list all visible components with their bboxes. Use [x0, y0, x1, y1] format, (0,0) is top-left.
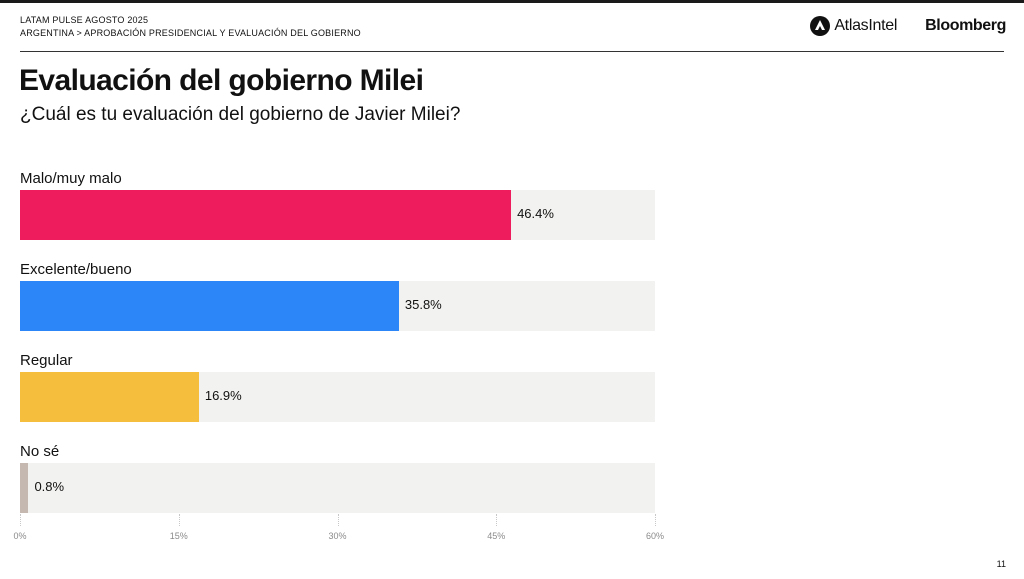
top-border — [0, 0, 1024, 3]
x-tick-label: 45% — [487, 531, 506, 541]
bar — [20, 190, 512, 240]
report-series-label: LATAM PULSE AGOSTO 2025 — [20, 15, 149, 25]
bar — [20, 281, 399, 331]
report-breadcrumb: ARGENTINA > APROBACIÓN PRESIDENCIAL Y EV… — [20, 28, 361, 38]
bar-track: 0.8% — [20, 463, 655, 513]
axis-tick-mark — [496, 514, 498, 526]
atlasintel-wordmark: AtlasIntel — [834, 17, 898, 34]
axis-tick-mark — [655, 514, 657, 526]
bar-track: 16.9% — [20, 372, 655, 422]
bar-track: 35.8% — [20, 281, 655, 331]
x-tick-label: 15% — [169, 531, 188, 541]
bar — [20, 463, 29, 513]
value-label: 35.8% — [404, 297, 442, 312]
axis-tick-mark — [20, 514, 22, 526]
x-tick-label: 60% — [645, 531, 665, 541]
report-header: LATAM PULSE AGOSTO 2025 ARGENTINA > APRO… — [20, 14, 361, 40]
category-label: Excelente/bueno — [20, 261, 132, 278]
brand-logos: AtlasIntel Bloomberg — [810, 16, 1006, 36]
category-label: Regular — [20, 352, 73, 369]
category-label: Malo/muy malo — [20, 170, 122, 187]
page-number: 11 — [996, 559, 1006, 569]
x-tick-label: 30% — [328, 531, 347, 541]
bloomberg-logo: Bloomberg — [925, 17, 1006, 34]
atlasintel-logo: AtlasIntel — [810, 16, 897, 36]
bar-track: 46.4% — [20, 190, 655, 240]
category-label: No sé — [20, 443, 60, 460]
header-divider — [20, 51, 1004, 52]
bar — [20, 372, 199, 422]
value-label: 0.8% — [34, 479, 65, 494]
value-label: 46.4% — [517, 206, 554, 221]
atlasintel-mark-icon — [810, 16, 831, 36]
x-tick-label: 0% — [13, 531, 27, 541]
axis-tick-mark — [178, 514, 181, 526]
axis-tick-mark — [337, 514, 340, 526]
chart-subtitle: ¿Cuál es tu evaluación del gobierno de J… — [20, 104, 461, 125]
chart-title: Evaluación del gobierno Milei — [19, 64, 424, 97]
value-label: 16.9% — [204, 388, 242, 403]
